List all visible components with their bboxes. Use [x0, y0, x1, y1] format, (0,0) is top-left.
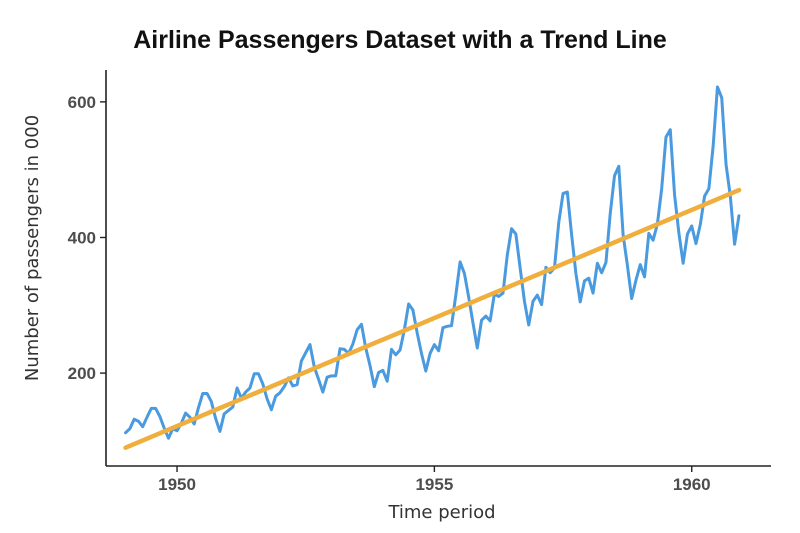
x-ticks: 1950 1955 1960	[158, 466, 711, 494]
plot-area	[123, 85, 742, 450]
y-tick-label: 600	[68, 93, 96, 112]
y-axis-label: Number of passengers in 000	[22, 115, 43, 381]
x-tick-label: 1960	[673, 475, 711, 494]
x-tick-label: 1950	[158, 475, 196, 494]
y-tick-label: 200	[68, 364, 96, 383]
y-tick-label: 400	[68, 228, 96, 247]
trend-line	[123, 187, 742, 450]
chart-title: Airline Passengers Dataset with a Trend …	[133, 26, 667, 54]
y-ticks: 200 400 600	[68, 93, 106, 383]
passengers-line	[124, 85, 741, 440]
x-tick-label: 1955	[415, 475, 453, 494]
x-axis-label: Time period	[387, 502, 495, 523]
